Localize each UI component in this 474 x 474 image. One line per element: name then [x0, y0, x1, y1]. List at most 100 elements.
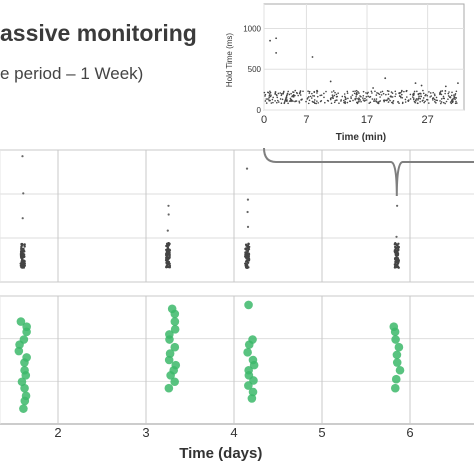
inset-point: [344, 95, 346, 98]
inset-outlier-point: [420, 84, 423, 87]
inset-x-axis-label: Time (min): [336, 132, 386, 143]
dark-point: [395, 258, 399, 261]
inset-point: [263, 91, 266, 94]
dark-point: [21, 254, 24, 258]
inset-point: [448, 91, 450, 93]
inset-point: [352, 99, 354, 102]
inset-point: [447, 95, 450, 97]
inset-point: [291, 95, 293, 98]
dark-point: [394, 247, 397, 251]
inset-point: [429, 96, 431, 98]
inset-outlier-point: [414, 82, 417, 84]
inset-point: [343, 93, 346, 95]
inset-outlier-point: [329, 80, 332, 83]
inset-point: [387, 101, 390, 103]
inset-point: [280, 92, 283, 95]
inset-point: [356, 93, 358, 95]
dark-point: [397, 248, 400, 252]
inset-point: [316, 92, 318, 94]
inset-point: [425, 93, 427, 96]
inset-point: [274, 91, 277, 93]
inset-point: [426, 99, 429, 101]
x-tick-label: 2: [54, 425, 61, 440]
inset-point: [406, 96, 408, 98]
x-axis-label: Time (days): [179, 445, 262, 462]
dark-point: [165, 249, 169, 252]
inset-point: [454, 102, 457, 105]
dark-outlier-point: [395, 235, 398, 238]
inset-point: [399, 91, 402, 94]
inset-point: [381, 90, 384, 93]
inset-point: [439, 100, 441, 102]
inset-point: [288, 93, 291, 96]
dark-outlier-point: [167, 213, 170, 216]
inset-point: [404, 101, 407, 103]
inset-point: [313, 99, 316, 101]
inset-point: [378, 93, 381, 96]
inset-point: [412, 98, 415, 101]
dark-outlier-point: [166, 229, 169, 232]
inset-point: [276, 96, 279, 99]
inset-point: [454, 94, 456, 96]
green-point: [170, 324, 180, 334]
green-point: [244, 300, 253, 310]
inset-point: [279, 92, 282, 94]
dark-point: [168, 262, 171, 266]
dark-point: [245, 264, 249, 267]
inset-point: [343, 101, 345, 104]
inset-point: [299, 94, 302, 96]
inset-point: [401, 89, 403, 92]
inset-point: [357, 91, 359, 93]
inset-point: [398, 92, 400, 95]
inset-point: [268, 96, 270, 98]
dark-point: [245, 251, 249, 254]
inset-point: [347, 97, 349, 100]
dark-point: [167, 258, 170, 261]
inset-point: [294, 89, 297, 92]
inset-point: [405, 89, 408, 92]
inset-point: [433, 93, 436, 95]
inset-point: [413, 100, 416, 103]
dark-point: [20, 246, 23, 250]
inset-point: [378, 100, 380, 103]
inset-point: [421, 100, 424, 102]
inset-point: [450, 94, 453, 97]
inset-point: [348, 100, 351, 102]
inset-point: [305, 100, 307, 103]
inset-x-tick-label: 7: [303, 114, 309, 126]
inset-point: [272, 101, 274, 104]
inset-point: [308, 92, 311, 94]
inset-point: [332, 95, 334, 98]
inset-point: [298, 92, 301, 95]
inset-point: [451, 91, 453, 94]
inset-outlier-point: [269, 39, 271, 42]
inset-point: [451, 100, 453, 103]
inset-point: [340, 100, 342, 102]
inset-point: [329, 98, 332, 101]
inset-point: [358, 92, 360, 94]
inset-point: [331, 94, 334, 96]
inset-point: [434, 94, 436, 97]
dark-point: [397, 245, 400, 249]
inset-point: [411, 96, 414, 98]
inset-point: [407, 100, 410, 103]
inset-point: [442, 101, 445, 104]
dark-point: [394, 250, 397, 254]
inset-point: [362, 99, 365, 101]
inset-point: [272, 96, 274, 99]
green-point: [17, 377, 27, 387]
green-point: [395, 365, 405, 375]
inset-point: [300, 99, 302, 101]
inset-point: [362, 97, 364, 99]
dark-point: [167, 260, 171, 264]
dark-point: [394, 264, 397, 268]
inset-point: [277, 99, 279, 102]
inset-point: [332, 90, 335, 92]
green-point: [392, 358, 402, 367]
green-point: [248, 355, 258, 365]
inset-y-tick-label: 500: [248, 65, 262, 74]
inset-point: [395, 93, 397, 95]
green-point: [247, 394, 257, 403]
inset-point: [371, 98, 374, 100]
inset-point: [453, 94, 455, 96]
